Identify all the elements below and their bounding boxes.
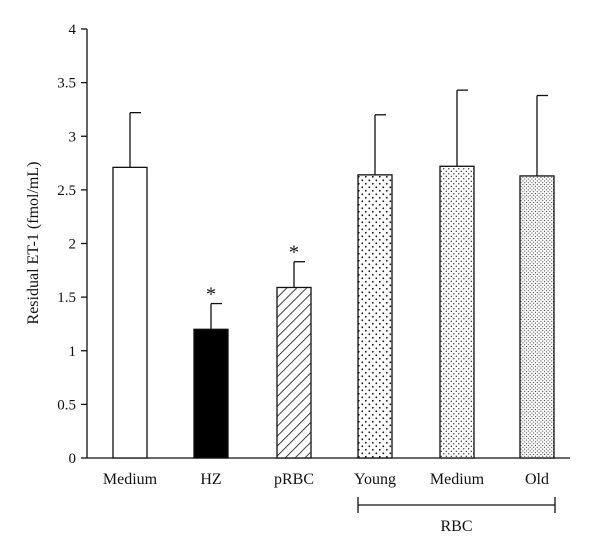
y-tick-label: 2.5 (57, 183, 76, 199)
x-tick-label: Young (354, 471, 396, 488)
y-tick-label: 1 (69, 344, 77, 360)
x-tick-label: Old (525, 471, 549, 488)
y-tick-label: 4 (69, 22, 77, 38)
y-axis: 0 0.5 1 1.5 2 2.5 3 3.5 4 (57, 22, 88, 467)
x-tick-label: Medium (103, 471, 158, 488)
bar (193, 328, 229, 459)
bar (276, 286, 312, 459)
bar (439, 165, 475, 459)
category-labels: Medium HZ pRBC Young Medium Old (103, 471, 549, 488)
x-tick-label: HZ (200, 471, 221, 488)
bracket-label: RBC (440, 518, 472, 535)
y-tick-label: 0.5 (57, 397, 76, 413)
y-tick-label: 2 (69, 237, 77, 253)
bar (357, 174, 393, 459)
x-tick-label: pRBC (274, 471, 314, 488)
significance-marker: * (206, 284, 216, 306)
significance-marker: * (289, 242, 299, 264)
bar (112, 166, 148, 459)
x-tick-label: Medium (430, 471, 485, 488)
group-bracket: RBC (357, 497, 556, 535)
bar (519, 175, 555, 459)
y-tick-label: 0 (69, 451, 77, 467)
y-axis-title: Residual ET-1 (fmol/mL) (25, 162, 42, 325)
y-tick-label: 3.5 (57, 76, 76, 92)
bars: ** (112, 89, 555, 459)
y-tick-label: 1.5 (57, 290, 76, 306)
y-tick-label: 3 (69, 129, 77, 145)
